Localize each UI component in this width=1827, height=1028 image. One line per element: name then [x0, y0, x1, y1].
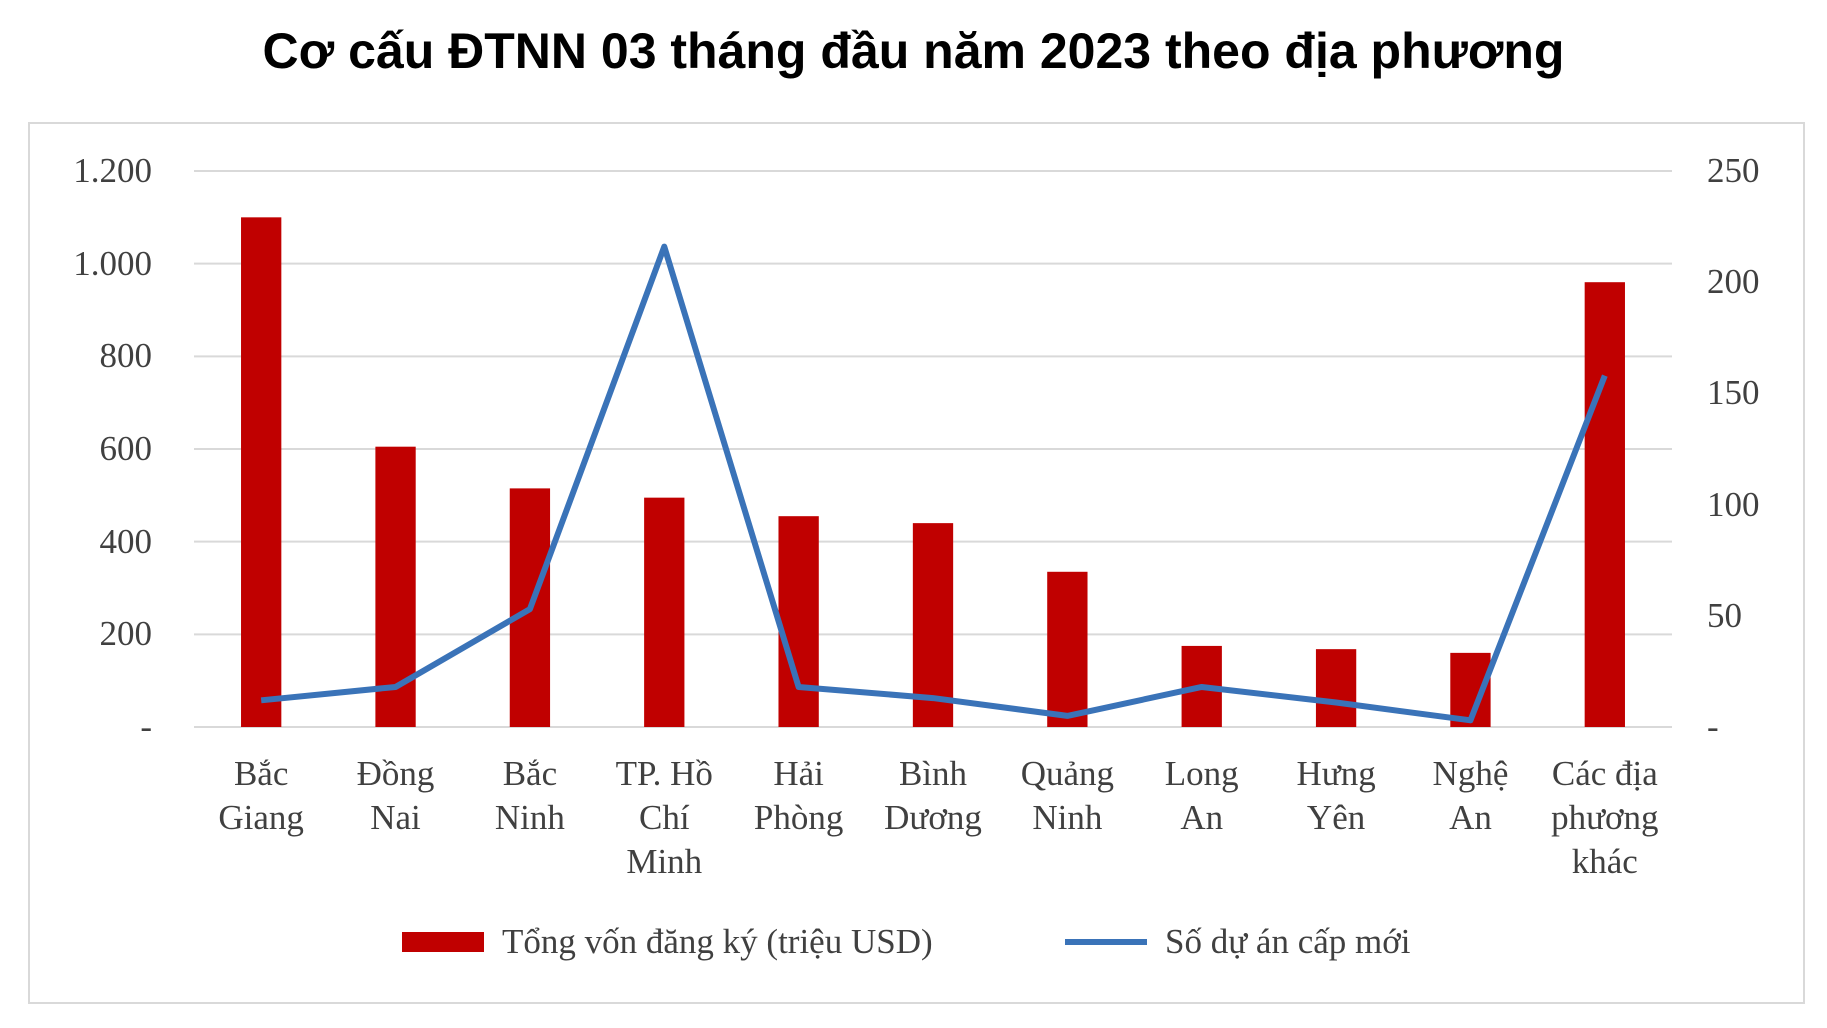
y-tick-label: 200	[99, 614, 153, 654]
x-tick-label: Bắc Ninh	[494, 754, 565, 837]
y-tick-label: 600	[99, 429, 153, 468]
y2-tick-label: 200	[1707, 262, 1760, 302]
y-tick-label: 400	[99, 521, 153, 561]
legend-swatch	[402, 932, 484, 952]
bar	[644, 497, 685, 727]
x-tick-label: Bắc Giang	[218, 754, 304, 837]
y-tick-label: 800	[99, 336, 153, 376]
bar	[912, 523, 954, 727]
bar	[778, 516, 819, 727]
x-tick-label: Bình Dương	[884, 754, 982, 837]
bar	[1315, 649, 1357, 727]
bar	[1047, 571, 1088, 727]
y2-tick-label: 100	[1707, 484, 1760, 524]
bar	[241, 217, 282, 728]
x-tick-label: TP. Hồ Chí Minh	[615, 754, 713, 881]
y2-tick-label: 250	[1707, 151, 1760, 190]
x-tick-label: Hưng Yên	[1296, 754, 1376, 837]
line	[260, 243, 1608, 724]
legend-label: Tổng vốn đăng ký (triệu USD)	[502, 922, 933, 961]
bar	[1584, 282, 1625, 727]
chart-title: Cơ cấu ĐTNN 03 tháng đầu năm 2023 theo đ…	[262, 23, 1565, 79]
x-tick-label: Các địa phương khác	[1551, 754, 1659, 881]
y-tick-label: 1.000	[73, 243, 152, 283]
y-tick-label: 1.200	[73, 151, 152, 190]
x-tick-label: Đồng Nai	[356, 754, 435, 837]
legend-label: Số dự án cấp mới	[1165, 922, 1411, 961]
y2-tick-label: 50	[1707, 595, 1742, 635]
x-tick-label: Nghệ An	[1432, 754, 1509, 837]
x-tick-label: Long An	[1164, 754, 1239, 837]
x-tick-label: Hải Phòng	[753, 754, 844, 837]
y2-tick-label: -	[1707, 707, 1719, 746]
y2-tick-label: 150	[1707, 373, 1760, 413]
y-tick-label: -	[140, 707, 152, 746]
x-tick-label: Quảng Ninh	[1020, 754, 1115, 837]
